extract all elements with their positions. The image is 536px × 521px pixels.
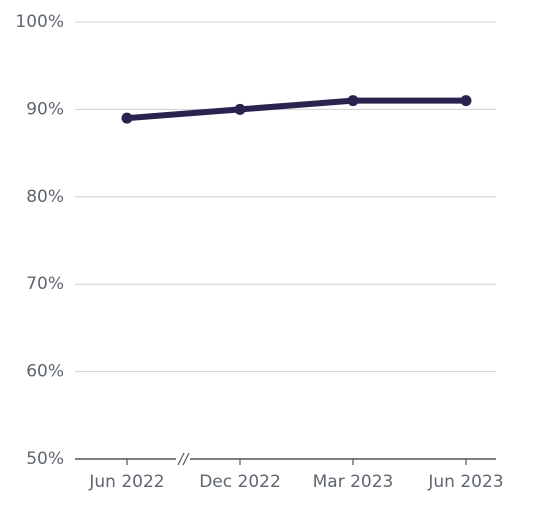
y-tick-label: 50% — [26, 449, 64, 469]
y-tick-label: 70% — [26, 274, 64, 294]
x-tick-label: Jun 2023 — [427, 472, 503, 492]
point — [460, 95, 472, 107]
x-tick-label: Jun 2022 — [88, 472, 164, 492]
point — [347, 95, 359, 107]
x-tick-label: Mar 2023 — [313, 472, 394, 492]
y-tick-label: 60% — [26, 362, 64, 382]
x-tick-label: Dec 2022 — [199, 472, 281, 492]
axis-break — [176, 452, 190, 466]
break-mark — [182, 452, 190, 466]
y-tick-label: 100% — [15, 12, 64, 32]
point — [121, 112, 133, 124]
break-mark — [177, 452, 185, 466]
y-tick-label: 80% — [26, 187, 64, 207]
point — [234, 103, 246, 115]
line — [124, 97, 469, 122]
y-tick-label: 90% — [26, 99, 64, 119]
